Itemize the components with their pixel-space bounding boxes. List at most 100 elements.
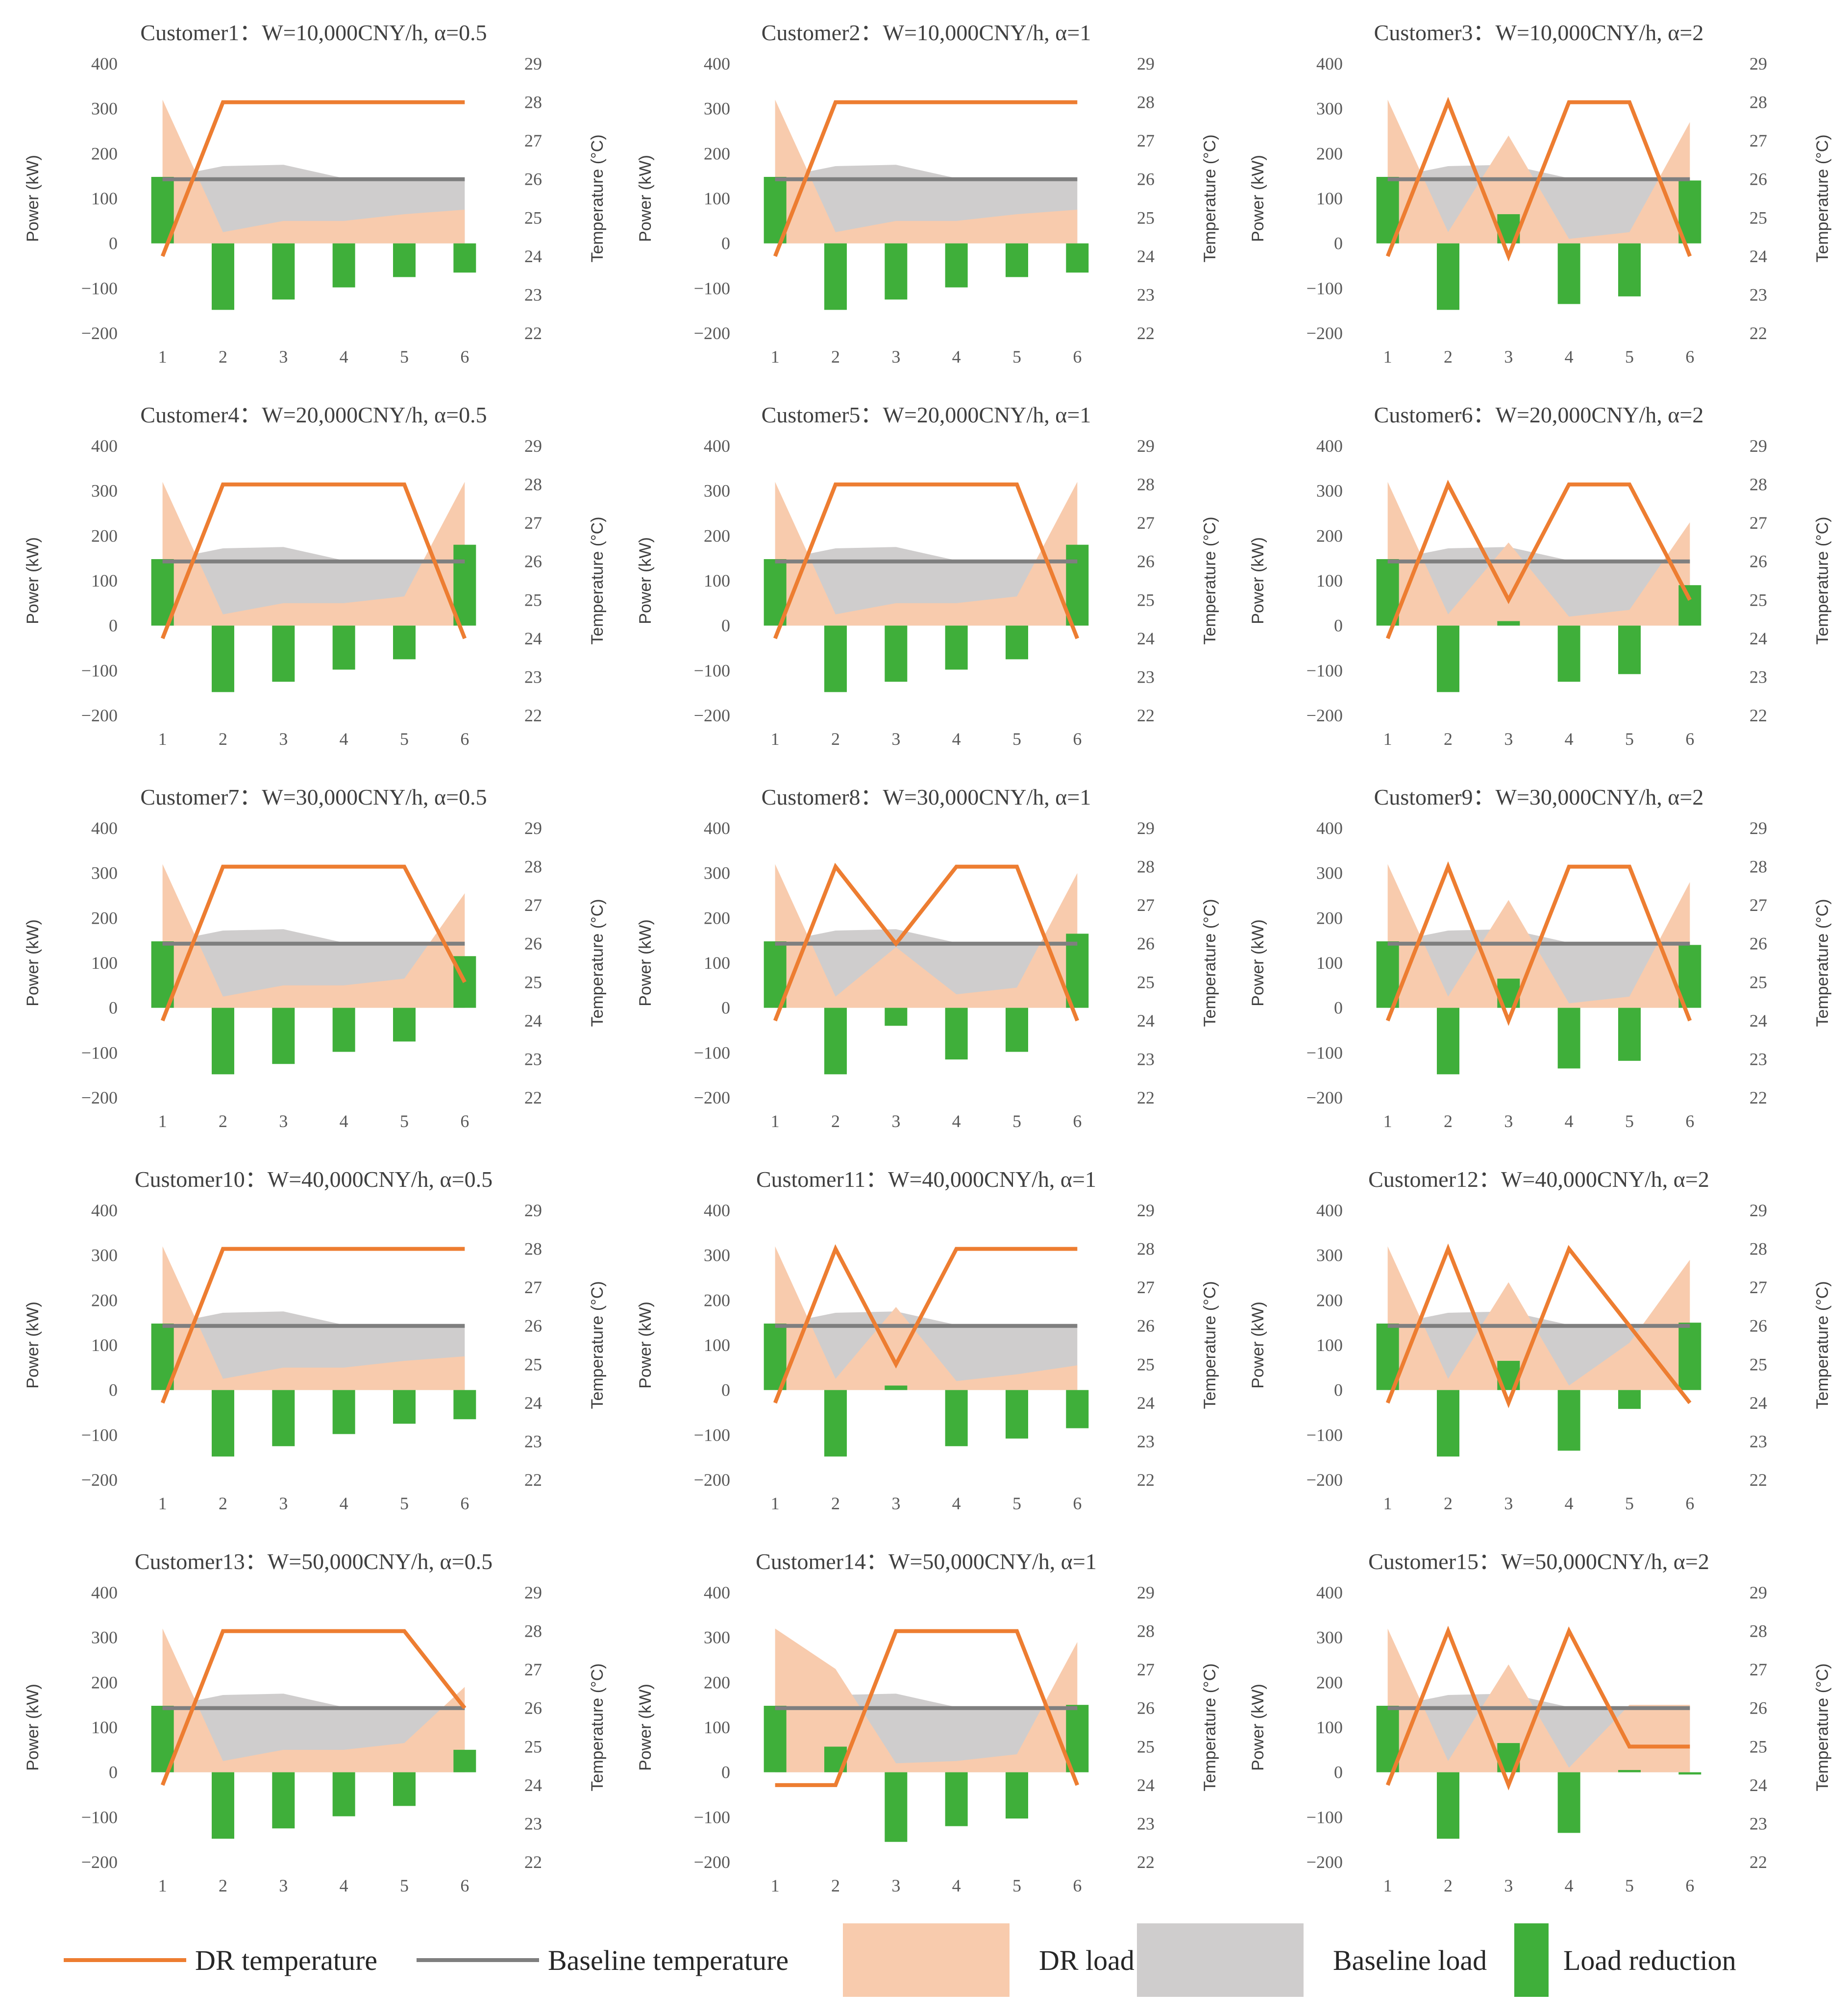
x-tick-label: 1 xyxy=(771,1494,780,1513)
power-tick-label: 200 xyxy=(1316,908,1343,928)
dr-load-area xyxy=(775,99,1078,244)
temperature-tick-label: 29 xyxy=(1749,1583,1767,1602)
temperature-tick-label: 26 xyxy=(1137,552,1155,571)
power-axis-label: Power (kW) xyxy=(1249,155,1267,242)
x-tick-label: 6 xyxy=(460,1494,469,1513)
load-reduction-bar xyxy=(885,1007,908,1026)
temperature-tick-label: 23 xyxy=(1749,285,1767,304)
power-tick-label: 300 xyxy=(704,863,730,883)
load-reduction-bar xyxy=(453,243,476,273)
temperature-tick-label: 28 xyxy=(524,1239,542,1259)
temperature-tick-label: 23 xyxy=(1137,285,1155,304)
temperature-tick-label: 24 xyxy=(1137,629,1155,648)
x-tick-label: 6 xyxy=(1685,729,1694,749)
dr-load-area xyxy=(1387,1246,1690,1390)
temperature-tick-label: 26 xyxy=(524,552,542,571)
x-tick-label: 6 xyxy=(1073,1876,1082,1895)
temperature-tick-label: 26 xyxy=(1749,552,1767,571)
temperature-tick-label: 24 xyxy=(1137,1393,1155,1413)
dr-temperature-line xyxy=(160,1247,465,1404)
temperature-tick-label: 28 xyxy=(524,93,542,112)
x-tick-label: 5 xyxy=(1625,1876,1634,1895)
dr-temperature-line xyxy=(773,862,1080,1022)
temperature-tick-label: 27 xyxy=(1749,895,1767,915)
power-tick-label: −100 xyxy=(694,1043,730,1062)
power-tick-label: 400 xyxy=(704,818,730,838)
power-axis-label: Power (kW) xyxy=(24,537,42,624)
load-reduction-bar xyxy=(272,1007,295,1064)
chart-panel-8: Customer8：W=30,000CNY/h, α=1 400 300 200 100… xyxy=(622,764,1230,1147)
legend-item-baseline-temperature: Baseline temperature xyxy=(417,1921,788,1999)
x-tick-label: 6 xyxy=(460,729,469,749)
x-tick-label: 5 xyxy=(400,347,409,367)
temperature-tick-label: 28 xyxy=(524,475,542,494)
x-tick-label: 3 xyxy=(891,347,900,367)
x-tick-label: 3 xyxy=(1504,1111,1513,1131)
dr-load-area xyxy=(162,1628,465,1772)
legend-label-dr-load: DR load xyxy=(1039,1944,1134,1976)
power-tick-label: 0 xyxy=(1334,998,1343,1018)
temperature-axis-label: Temperature (°C) xyxy=(1201,134,1219,262)
temperature-tick-label: 24 xyxy=(1749,1393,1767,1413)
x-tick-label: 2 xyxy=(1444,1111,1453,1131)
x-tick-label: 1 xyxy=(1383,729,1392,749)
chart-title: Customer7：W=30,000CNY/h, α=0.5 xyxy=(140,785,487,810)
power-tick-label: 200 xyxy=(1316,144,1343,163)
legend-label-baseline-temperature: Baseline temperature xyxy=(548,1944,789,1976)
chart-title: Customer8：W=30,000CNY/h, α=1 xyxy=(761,785,1091,810)
x-tick-label: 3 xyxy=(1504,1876,1513,1895)
temperature-tick-label: 27 xyxy=(1749,1277,1767,1297)
x-tick-label: 5 xyxy=(400,1876,409,1895)
legend-label-dr-temperature: DR temperature xyxy=(195,1944,378,1976)
power-tick-label: −100 xyxy=(694,1807,730,1827)
temperature-tick-label: 22 xyxy=(524,1852,542,1872)
chart-title: Customer3：W=10,000CNY/h, α=2 xyxy=(1374,20,1704,45)
dr-temperature-line xyxy=(160,864,467,1022)
temperature-tick-label: 29 xyxy=(1137,1583,1155,1602)
x-tick-label: 2 xyxy=(219,1111,227,1131)
power-tick-label: 100 xyxy=(704,1335,730,1355)
power-tick-label: 300 xyxy=(91,1246,118,1265)
x-tick-label: 1 xyxy=(771,347,780,367)
power-tick-label: 400 xyxy=(1316,1583,1343,1602)
chart-panel-14: Customer14：W=50,000CNY/h, α=1 400 300 200 10… xyxy=(622,1529,1230,1911)
power-tick-label: −200 xyxy=(694,323,730,343)
x-tick-label: 5 xyxy=(1625,1494,1634,1513)
load-reduction-bar xyxy=(272,1772,295,1829)
temperature-tick-label: 27 xyxy=(1749,131,1767,150)
power-tick-label: 0 xyxy=(109,616,118,636)
temperature-tick-label: 28 xyxy=(524,857,542,877)
temperature-tick-label: 22 xyxy=(1749,1088,1767,1107)
power-tick-label: −100 xyxy=(81,1043,118,1062)
power-tick-label: 100 xyxy=(704,953,730,973)
temperature-tick-label: 23 xyxy=(524,1049,542,1069)
x-tick-label: 1 xyxy=(158,729,167,749)
temperature-tick-label: 26 xyxy=(524,934,542,954)
temperature-tick-label: 22 xyxy=(1137,1088,1155,1107)
power-tick-label: −200 xyxy=(1306,706,1343,725)
power-tick-label: −100 xyxy=(81,278,118,298)
x-tick-label: 4 xyxy=(952,1494,961,1513)
load-reduction-bar xyxy=(332,1390,355,1434)
chart-panel-2: Customer2：W=10,000CNY/h, α=1 400 300 200 100… xyxy=(622,0,1230,382)
power-tick-label: 300 xyxy=(1316,99,1343,119)
temperature-tick-label: 28 xyxy=(1137,1621,1155,1641)
temperature-tick-label: 29 xyxy=(1749,54,1767,74)
power-tick-label: 0 xyxy=(109,998,118,1018)
load-reduction-bar xyxy=(1006,625,1028,660)
power-tick-label: 200 xyxy=(704,144,730,163)
temperature-tick-label: 23 xyxy=(524,285,542,304)
x-tick-label: 6 xyxy=(1073,1111,1082,1131)
temperature-axis-label: Temperature (°C) xyxy=(588,516,607,644)
power-tick-label: 400 xyxy=(1316,54,1343,74)
temperature-axis-label: Temperature (°C) xyxy=(588,1281,607,1409)
temperature-axis-label: Temperature (°C) xyxy=(588,1663,607,1791)
power-axis-label: Power (kW) xyxy=(636,919,655,1007)
x-tick-label: 4 xyxy=(340,1876,348,1895)
power-tick-label: 400 xyxy=(91,54,118,74)
power-tick-label: 300 xyxy=(91,1628,118,1647)
power-tick-label: 0 xyxy=(109,234,118,253)
